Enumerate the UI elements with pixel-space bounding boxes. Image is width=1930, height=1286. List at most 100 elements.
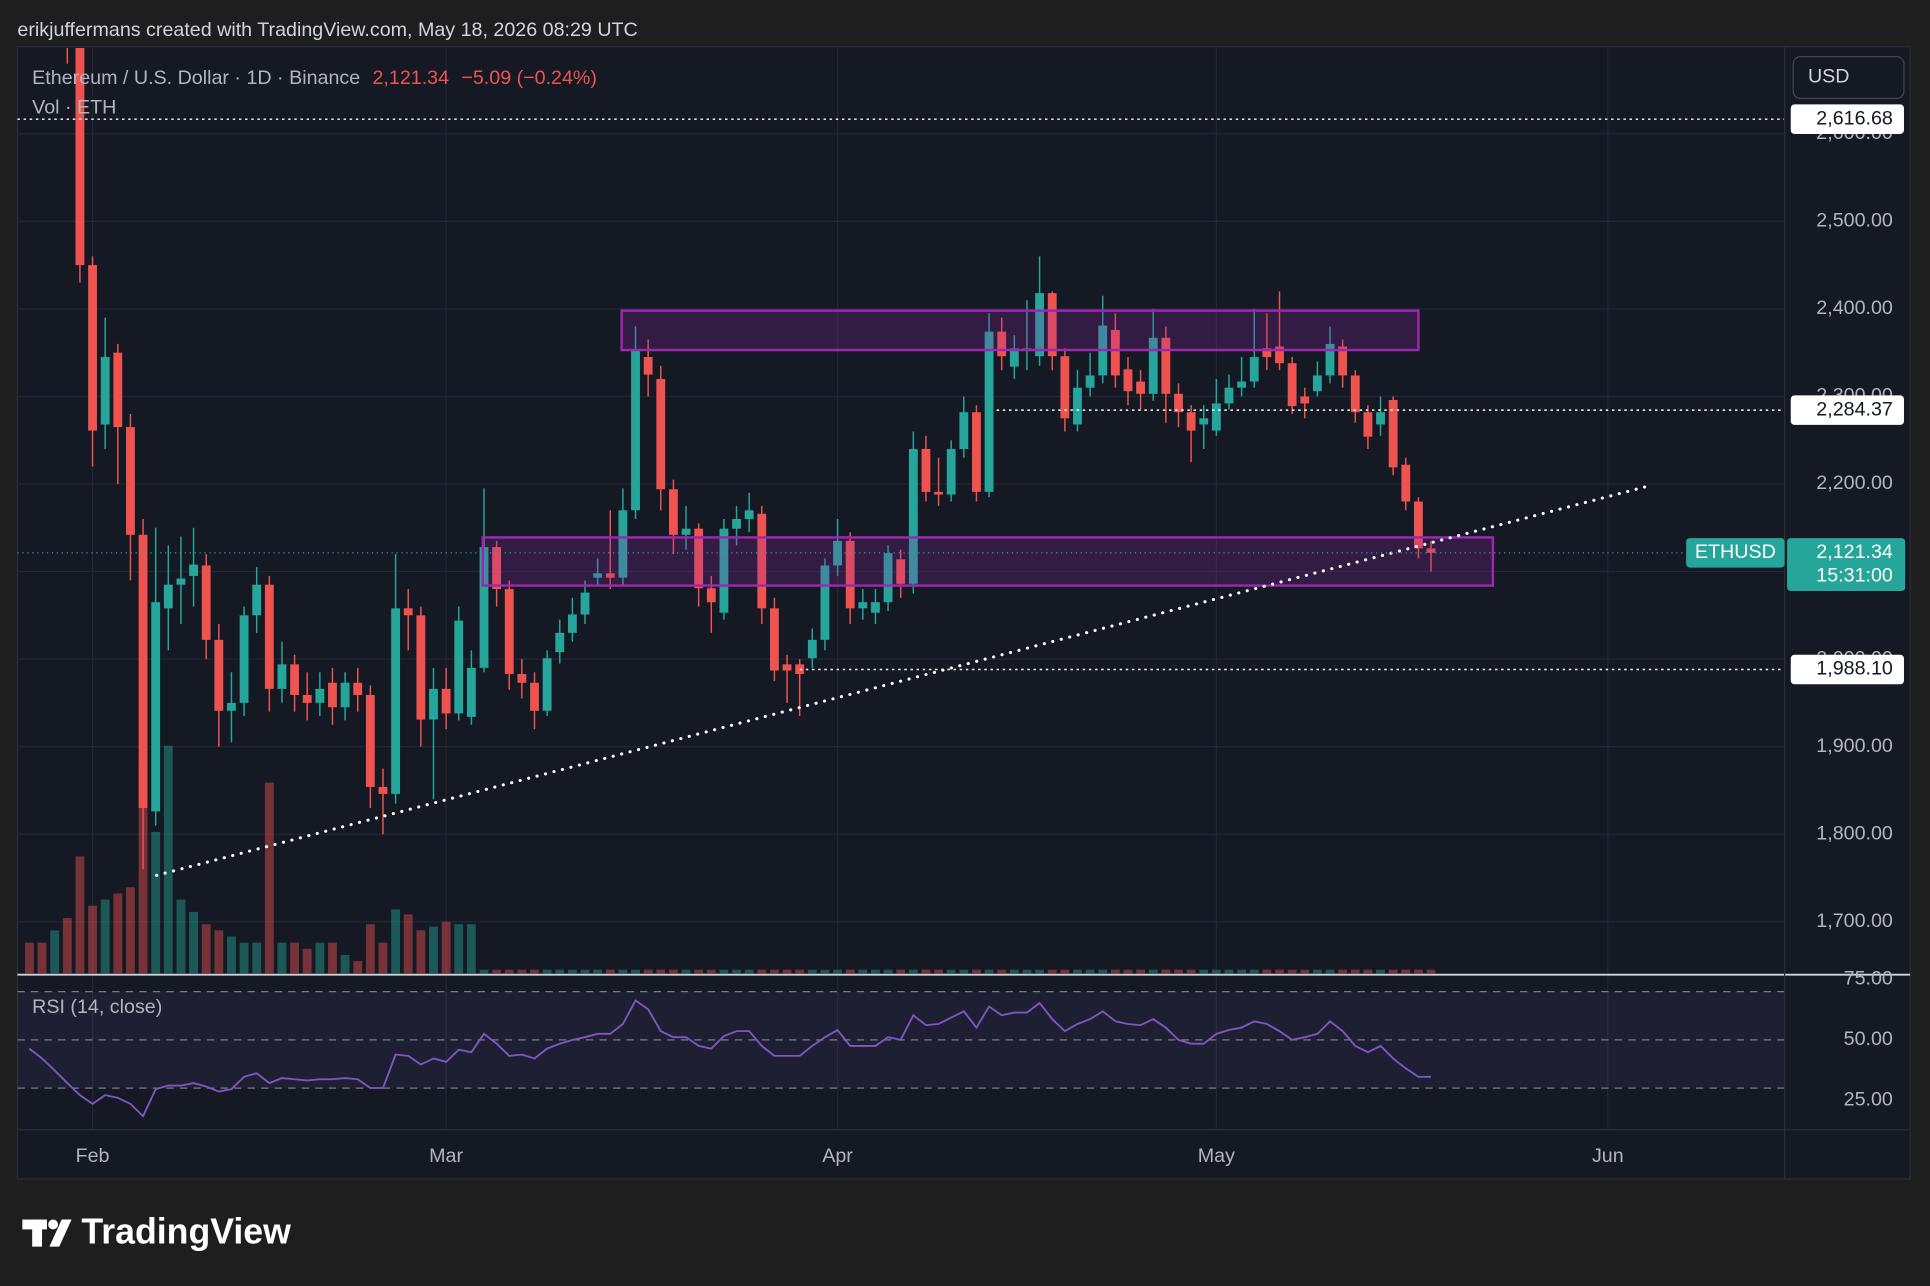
volume-bar [1224, 969, 1234, 974]
volume-bar [744, 969, 754, 974]
candle-body [908, 448, 918, 584]
x-tick-label: May [1198, 1145, 1235, 1167]
volume-bar [1009, 969, 1019, 974]
currency-button[interactable] [1792, 55, 1905, 100]
price-line-label: 2,616.68 [1816, 107, 1893, 129]
candle-body [151, 602, 161, 812]
candle-body [1060, 356, 1070, 419]
candle-body [555, 632, 565, 653]
candle-body [1148, 337, 1158, 394]
attribution: erikjuffermans created with TradingView.… [17, 19, 637, 41]
volume-bar [1325, 969, 1335, 974]
volume-bar [454, 924, 464, 974]
candle-body [403, 608, 413, 616]
volume-bar [1275, 969, 1284, 974]
symbol-title: Ethereum / U.S. Dollar · 1D · Binance [32, 67, 360, 89]
candle-body [429, 688, 438, 720]
volume-bar [530, 969, 539, 974]
rsi-tick-label: 25.00 [1844, 1088, 1893, 1110]
legend-change: −5.09 (−0.24%) [461, 67, 597, 89]
candle-body [1275, 346, 1284, 364]
currency[interactable]: USD [1808, 66, 1850, 88]
volume-bar [934, 969, 943, 974]
candle-body [770, 608, 779, 671]
legend-price: 2,121.34 [372, 67, 449, 89]
volume-bar [37, 942, 47, 974]
volume-bar [542, 969, 552, 974]
candle-body [1325, 343, 1335, 376]
candle-body [921, 448, 931, 492]
candle-body [1085, 375, 1095, 388]
logo-stem [32, 1219, 43, 1247]
volume-bar [643, 969, 653, 974]
volume-bar [88, 905, 97, 974]
x-tick-label: Feb [76, 1145, 110, 1167]
volume-bar [126, 887, 135, 974]
volume-bar [1388, 969, 1398, 974]
volume-bar [151, 831, 161, 974]
chart-frame [16, 46, 1911, 1180]
volume-bar [656, 969, 666, 974]
volume-bar [896, 969, 906, 974]
price-line-label: 1,988.10 [1816, 658, 1893, 680]
volume-bar [1060, 969, 1070, 974]
candle-body [100, 357, 110, 425]
price-line-label-bg [1790, 395, 1904, 425]
candle-body [681, 528, 691, 535]
volume-bar [1085, 969, 1095, 974]
candle-body [328, 682, 337, 708]
candle-body [757, 513, 767, 609]
candle-body [113, 352, 123, 428]
volume-bar [946, 969, 956, 974]
volume-bar [239, 942, 249, 974]
volume-bar [820, 969, 830, 974]
candle-body [302, 695, 312, 703]
candle-body [1009, 348, 1019, 367]
brand: TradingView [81, 1212, 291, 1252]
volume-bar [227, 936, 236, 974]
y-tick-label: 1,800.00 [1816, 822, 1893, 844]
candle-body [201, 565, 211, 640]
candle-body [454, 620, 464, 714]
candle-body [378, 786, 388, 794]
volume-bar [694, 969, 704, 974]
candle-body [605, 573, 615, 578]
candle-body [1338, 346, 1348, 376]
candle-body [1224, 387, 1234, 404]
candle-body [1161, 337, 1171, 394]
volume-bar [1363, 969, 1373, 974]
candle-body [1211, 403, 1221, 431]
volume-bar [492, 969, 502, 974]
volume-bar [1300, 969, 1310, 974]
volume-bar [631, 969, 640, 974]
volume-bar [1211, 969, 1221, 974]
volume-bar [555, 969, 565, 974]
candle-body [934, 491, 943, 495]
volume-pane [24, 745, 1436, 974]
volume-bar [75, 856, 85, 974]
price-line-label: 2,284.37 [1816, 398, 1893, 420]
volume-bar [201, 924, 211, 974]
candle-body [1413, 501, 1423, 549]
candle-body [1388, 399, 1398, 468]
legend: Ethereum / U.S. Dollar · 1D · Binance 2,1… [32, 67, 597, 89]
x-tick-label: Apr [822, 1145, 853, 1167]
volume-bar [365, 924, 375, 974]
volume-bar [1073, 969, 1082, 974]
volume-bar [719, 969, 729, 974]
candle-body [580, 592, 590, 615]
brand-logo: TradingView [22, 1212, 291, 1252]
candle-body [75, 47, 85, 266]
candle-body [214, 639, 224, 711]
candle-body [984, 331, 994, 492]
candle-body [896, 559, 906, 584]
logo-slash [49, 1219, 72, 1247]
candle-body [631, 350, 640, 511]
volume-bar [668, 969, 678, 974]
volume-bar [1312, 969, 1322, 974]
volume-bar [264, 782, 274, 974]
candle-body [1312, 375, 1322, 392]
y-tick-label: 2,400.00 [1816, 297, 1893, 319]
candle-body [782, 664, 792, 671]
